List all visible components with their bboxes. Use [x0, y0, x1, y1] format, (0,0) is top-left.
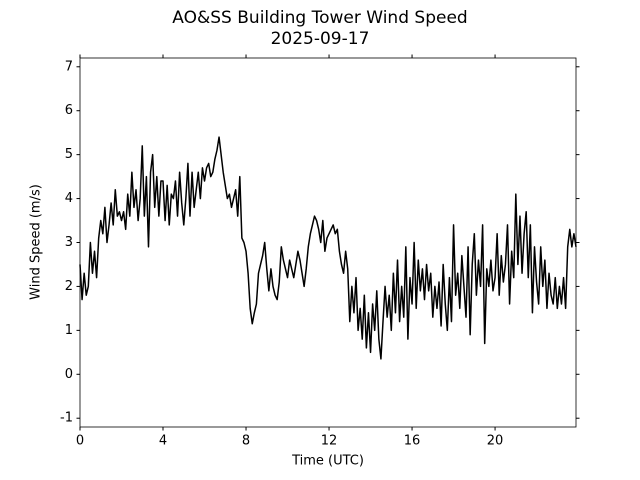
x-axis-label: Time (UTC)	[291, 454, 364, 469]
plot-frame	[79, 57, 577, 428]
x-tick-label: 0	[76, 434, 84, 449]
y-tick-label: 5	[65, 147, 73, 162]
y-tick-label: 4	[65, 191, 73, 206]
x-tick-label: 12	[321, 434, 338, 449]
y-tick-label: 0	[65, 367, 73, 382]
y-tick-label: -1	[60, 411, 73, 426]
y-tick-label: 7	[65, 59, 73, 74]
x-tick-label: 16	[404, 434, 421, 449]
chart-title: AO&SS Building Tower Wind Speed	[172, 8, 467, 28]
wind-speed-line	[79, 136, 577, 360]
x-tick-label: 20	[487, 434, 504, 449]
chart-subtitle: 2025-09-17	[271, 29, 370, 49]
y-tick-label: 6	[65, 103, 73, 118]
y-tick-label: 1	[65, 323, 73, 338]
y-axis-label: Wind Speed (m/s)	[29, 184, 44, 300]
x-tick-label: 8	[242, 434, 250, 449]
y-tick-label: 2	[65, 279, 73, 294]
y-tick-label: 3	[65, 235, 73, 250]
x-tick-label: 4	[159, 434, 167, 449]
